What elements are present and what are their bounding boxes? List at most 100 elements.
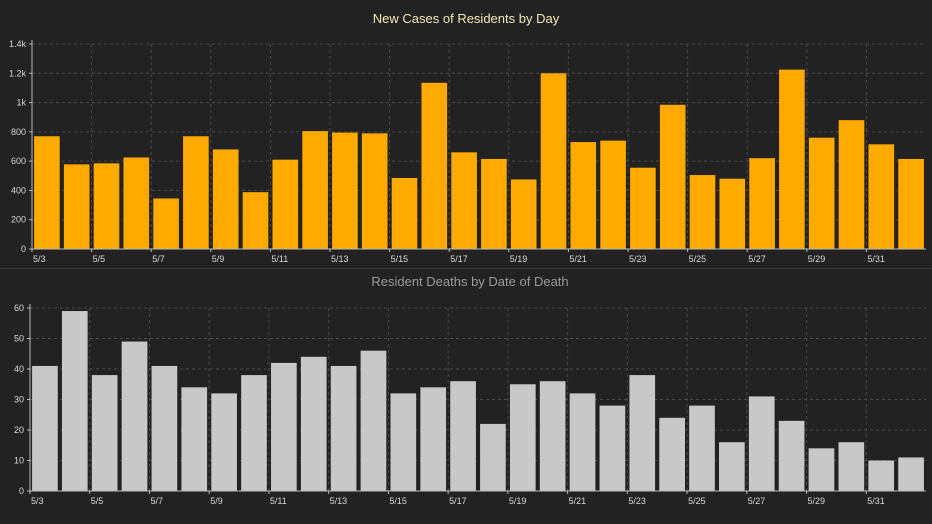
new-cases-chart: New Cases of Residents by Day 0 200 400 600…	[9, 11, 926, 264]
bar-5-7[interactable]	[151, 365, 178, 491]
bar-5-29[interactable]	[808, 137, 835, 249]
bar-5-22[interactable]	[599, 405, 626, 491]
bar-5-10[interactable]	[242, 192, 269, 249]
bar-5-15[interactable]	[391, 177, 418, 249]
x-tick-label: 5/27	[748, 254, 766, 264]
x-tick-label: 5/11	[271, 254, 288, 264]
bar-5-10[interactable]	[241, 375, 267, 491]
y-tick-label: 200	[11, 215, 26, 225]
x-tick-label: 5/21	[569, 254, 587, 264]
bar-5-14[interactable]	[361, 133, 388, 249]
bar-5-4[interactable]	[61, 311, 88, 491]
x-tick-label: 5/21	[569, 496, 587, 506]
bar-5-28[interactable]	[778, 420, 805, 491]
bar-5-12[interactable]	[302, 131, 328, 249]
bar-5-23[interactable]	[630, 167, 656, 249]
bar-5-18[interactable]	[481, 158, 507, 249]
bar-5-11[interactable]	[272, 159, 299, 249]
bar-5-14[interactable]	[360, 350, 387, 491]
bar-5-11[interactable]	[271, 362, 297, 491]
bar-5-20[interactable]	[540, 73, 567, 250]
bar-5-17[interactable]	[451, 152, 477, 249]
chart-title: New Cases of Residents by Day	[373, 11, 560, 26]
bar-5-12[interactable]	[300, 356, 327, 491]
bar-5-27[interactable]	[748, 396, 775, 491]
chart-divider	[0, 268, 932, 269]
bar-5-26[interactable]	[719, 442, 745, 491]
x-tick-label: 5/23	[629, 254, 647, 264]
y-tick-label: 30	[14, 395, 24, 405]
bar-5-19[interactable]	[510, 179, 537, 249]
x-tick-label: 5/5	[91, 496, 104, 506]
bar-5-16[interactable]	[421, 82, 448, 249]
bar-5-3[interactable]	[32, 365, 58, 491]
bar-5-31[interactable]	[868, 460, 895, 492]
bar-5-4[interactable]	[63, 164, 90, 249]
x-tick-label: 5/19	[509, 496, 527, 506]
resident-deaths-chart: Resident Deaths by Date of Death 0 10 20 30…	[14, 274, 926, 506]
bar-5-30[interactable]	[838, 442, 865, 491]
x-tick-label: 5/13	[331, 254, 349, 264]
y-tick-label: 50	[14, 334, 24, 344]
x-tick-label: 5/29	[808, 496, 826, 506]
bar-5-21[interactable]	[570, 142, 597, 249]
bar-5-7[interactable]	[153, 198, 179, 249]
bar-5-15[interactable]	[390, 393, 417, 491]
bar-5-5[interactable]	[93, 163, 120, 249]
x-tick-label: 5/31	[867, 496, 885, 506]
bar-5-22[interactable]	[600, 140, 626, 249]
x-tick-label: 5/15	[389, 496, 407, 506]
bar-6-1[interactable]	[898, 158, 924, 249]
bar-5-17[interactable]	[450, 381, 476, 491]
bar-5-28[interactable]	[779, 69, 805, 249]
x-tick-label: 5/25	[688, 496, 706, 506]
bar-5-9[interactable]	[212, 149, 239, 249]
bar-5-20[interactable]	[539, 381, 566, 491]
bar-5-16[interactable]	[420, 387, 447, 491]
x-tick-label: 5/25	[689, 254, 707, 264]
bar-5-5[interactable]	[91, 375, 118, 491]
bar-5-30[interactable]	[838, 120, 865, 250]
x-tick-label: 5/19	[510, 254, 528, 264]
bar-5-29[interactable]	[808, 448, 835, 491]
x-tick-label: 5/17	[450, 254, 468, 264]
bar-5-6[interactable]	[123, 157, 150, 249]
bar-5-19[interactable]	[509, 384, 536, 491]
x-tick-label: 5/9	[212, 254, 225, 264]
bar-5-8[interactable]	[181, 387, 208, 491]
bar-5-24[interactable]	[659, 104, 686, 250]
bar-5-25[interactable]	[689, 405, 715, 491]
y-tick-label: 0	[19, 486, 24, 496]
x-tick-label: 5/11	[270, 496, 287, 506]
x-tick-label: 5/9	[210, 496, 223, 506]
bar-5-23[interactable]	[629, 375, 656, 491]
y-tick-label: 40	[14, 364, 24, 374]
bar-5-13[interactable]	[332, 132, 358, 249]
x-tick-label: 5/31	[867, 254, 885, 264]
y-tick-label: 0	[21, 244, 26, 254]
bar-5-9[interactable]	[211, 393, 237, 491]
bar-5-24[interactable]	[659, 417, 685, 491]
bar-5-13[interactable]	[330, 365, 357, 491]
x-tick-label: 5/27	[748, 496, 766, 506]
bar-5-26[interactable]	[719, 178, 746, 249]
bar-5-18[interactable]	[480, 423, 506, 491]
bar-5-25[interactable]	[689, 175, 716, 249]
y-tick-label: 60	[14, 303, 24, 313]
x-tick-label: 5/7	[150, 496, 163, 506]
y-tick-label: 1.4k	[9, 39, 27, 49]
y-tick-label: 1k	[16, 98, 26, 108]
bar-6-1[interactable]	[898, 457, 924, 491]
bar-5-21[interactable]	[569, 393, 596, 491]
y-tick-label: 1.2k	[9, 68, 27, 78]
bar-5-6[interactable]	[121, 341, 148, 491]
y-tick-label: 400	[11, 185, 26, 195]
y-tick-label: 10	[14, 456, 24, 466]
bar-5-3[interactable]	[34, 136, 60, 249]
x-tick-label: 5/23	[628, 496, 646, 506]
bar-5-27[interactable]	[749, 158, 775, 249]
bar-5-31[interactable]	[868, 144, 895, 249]
bar-5-8[interactable]	[183, 136, 209, 249]
x-tick-label: 5/3	[31, 496, 44, 506]
